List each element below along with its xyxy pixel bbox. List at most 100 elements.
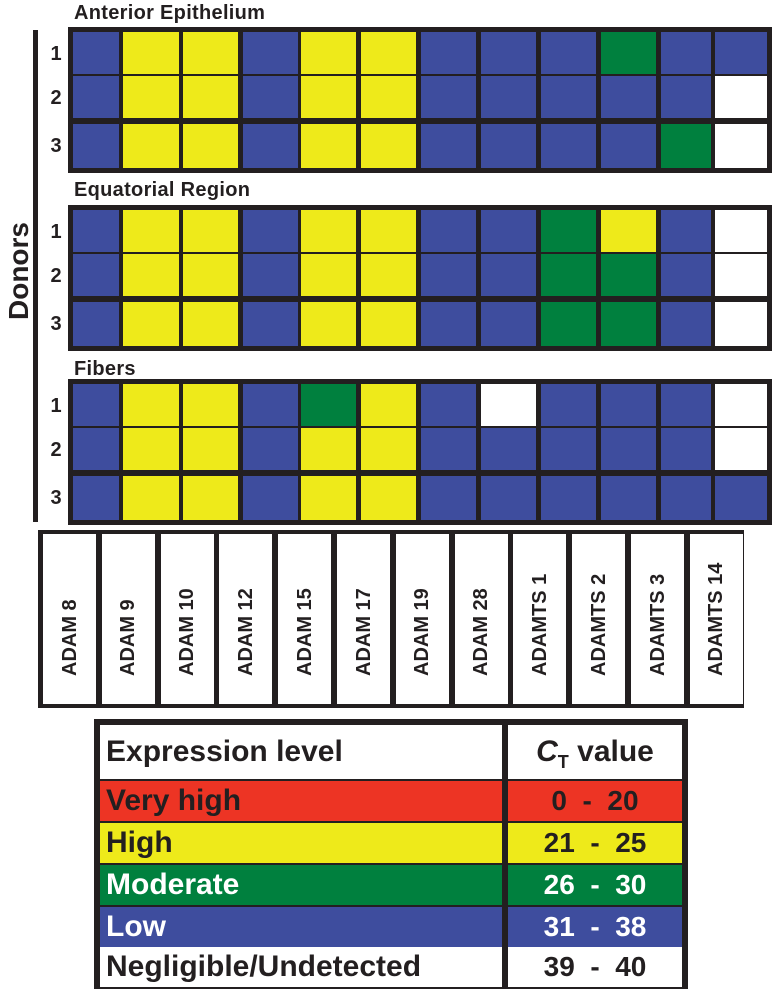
heatmap-cell bbox=[243, 254, 298, 296]
heatmap-cell bbox=[73, 210, 119, 252]
heatmap-cell bbox=[481, 302, 536, 346]
legend: Expression level CT value Very high 0 - 2… bbox=[94, 719, 688, 989]
heatmap-cell bbox=[715, 210, 767, 252]
heatmap-cell bbox=[421, 428, 476, 470]
heatmap-cell bbox=[421, 302, 476, 346]
heatmap-cell bbox=[73, 384, 119, 426]
heatmap-cell bbox=[601, 302, 656, 346]
legend-header-value-rest: value bbox=[568, 735, 654, 768]
gene-label-box: ADAM 10 bbox=[160, 534, 214, 704]
gene-label: ADAMTS 1 bbox=[528, 573, 551, 676]
donors-axis-label: Donors bbox=[3, 222, 34, 320]
heatmap-cell bbox=[421, 76, 476, 118]
heatmap-cell bbox=[73, 302, 119, 346]
heatmap-cell bbox=[361, 210, 416, 252]
heatmap-cell bbox=[73, 76, 119, 118]
section-title: Anterior Epithelium bbox=[74, 2, 266, 24]
gene-label: ADAM 28 bbox=[470, 588, 493, 676]
heatmap-cell bbox=[301, 384, 356, 426]
heatmap-cell bbox=[715, 254, 767, 296]
gene-label-box: ADAM 8 bbox=[43, 534, 96, 704]
heatmap-cell bbox=[481, 428, 536, 470]
gene-label: ADAM 8 bbox=[58, 599, 81, 676]
heatmap-cell bbox=[301, 254, 356, 296]
heatmap-cell bbox=[73, 476, 119, 520]
heatmap-cell bbox=[481, 210, 536, 252]
heatmap-cell bbox=[73, 254, 119, 296]
legend-level-label: High bbox=[100, 823, 502, 863]
heatmap-cell bbox=[183, 302, 238, 346]
legend-level-label: Negligible/Undetected bbox=[100, 947, 502, 987]
heatmap-cell bbox=[661, 76, 711, 118]
heatmap-cell bbox=[601, 476, 656, 520]
gene-label: ADAM 19 bbox=[411, 588, 434, 676]
heatmap-cell bbox=[243, 384, 298, 426]
heatmap-cell bbox=[123, 428, 179, 470]
heatmap-cell bbox=[421, 254, 476, 296]
heatmap-cell bbox=[601, 210, 656, 252]
gene-label: ADAMTS 2 bbox=[587, 573, 610, 676]
heatmap-cell bbox=[661, 210, 711, 252]
legend-level-label: Low bbox=[100, 907, 502, 947]
heatmap-cell bbox=[183, 428, 238, 470]
heatmap-cell bbox=[243, 124, 298, 168]
section-panel bbox=[68, 205, 772, 351]
gene-label: ADAM 15 bbox=[293, 588, 316, 676]
heatmap-cell bbox=[183, 124, 238, 168]
heatmap-cell bbox=[715, 302, 767, 346]
gene-label-box: ADAM 19 bbox=[395, 534, 449, 704]
heatmap-cell bbox=[601, 124, 656, 168]
heatmap-cell bbox=[661, 254, 711, 296]
heatmap-cell bbox=[361, 384, 416, 426]
heatmap-cell bbox=[481, 124, 536, 168]
heatmap-cell bbox=[301, 124, 356, 168]
heatmap-cell bbox=[123, 32, 179, 74]
heatmap-cell bbox=[361, 32, 416, 74]
heatmap-cell bbox=[183, 210, 238, 252]
heatmap-cell bbox=[661, 384, 711, 426]
heatmap-cell bbox=[183, 476, 238, 520]
section-panel bbox=[68, 379, 772, 525]
heatmap-cell bbox=[661, 32, 711, 74]
donor-label: 3 bbox=[50, 313, 62, 335]
heatmap-cell bbox=[601, 384, 656, 426]
heatmap-cell bbox=[301, 302, 356, 346]
heatmap-cell bbox=[243, 32, 298, 74]
heatmap-cell bbox=[183, 384, 238, 426]
heatmap-cell bbox=[361, 302, 416, 346]
heatmap-cell bbox=[661, 302, 711, 346]
heatmap-cell bbox=[601, 428, 656, 470]
donor-label: 1 bbox=[50, 395, 62, 417]
heatmap-cell bbox=[123, 210, 179, 252]
heatmap-cell bbox=[123, 124, 179, 168]
heatmap-cell bbox=[183, 254, 238, 296]
gene-label-box: ADAM 17 bbox=[337, 534, 390, 704]
legend-level-label: Moderate bbox=[100, 865, 502, 905]
heatmap-cell bbox=[421, 32, 476, 74]
legend-header-level: Expression level bbox=[100, 725, 502, 779]
heatmap-cell bbox=[715, 32, 767, 74]
gene-label-box: ADAM 28 bbox=[454, 534, 508, 704]
heatmap-cell bbox=[541, 32, 596, 74]
gene-label: ADAM 9 bbox=[117, 599, 140, 676]
donor-label: 2 bbox=[50, 439, 62, 461]
heatmap-cell bbox=[601, 254, 656, 296]
heatmap-cell bbox=[661, 476, 711, 520]
heatmap-cell bbox=[661, 428, 711, 470]
gene-label-box: ADAM 12 bbox=[219, 534, 273, 704]
heatmap-cell bbox=[73, 32, 119, 74]
heatmap-cell bbox=[541, 428, 596, 470]
gene-label-box: ADAM 15 bbox=[278, 534, 332, 704]
heatmap-cell bbox=[715, 76, 767, 118]
heatmap-cell bbox=[183, 76, 238, 118]
donor-label: 2 bbox=[50, 87, 62, 109]
legend-level-label: Very high bbox=[100, 781, 502, 821]
heatmap-cell bbox=[361, 76, 416, 118]
heatmap-cell bbox=[361, 428, 416, 470]
gene-label-box: ADAM 9 bbox=[101, 534, 155, 704]
gene-label: ADAM 12 bbox=[234, 588, 257, 676]
heatmap-cell bbox=[183, 32, 238, 74]
heatmap-cell bbox=[601, 32, 656, 74]
heatmap-cell bbox=[541, 76, 596, 118]
legend-range-label: 21 - 25 bbox=[508, 823, 682, 863]
